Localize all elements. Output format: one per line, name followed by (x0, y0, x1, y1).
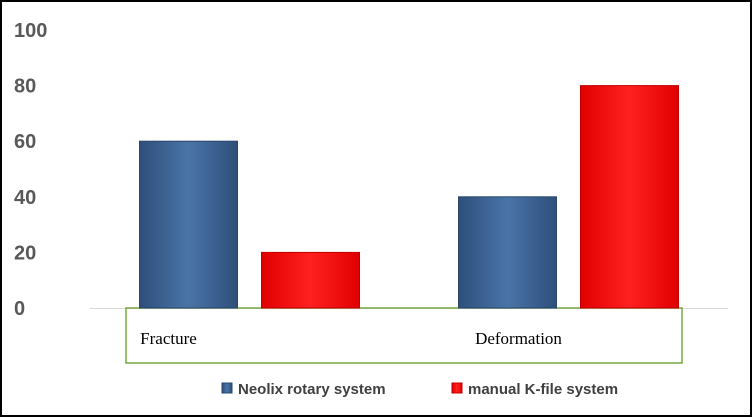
legend-label: manual K-file system (468, 381, 618, 398)
y-axis: 0 20 40 60 80 100 (14, 20, 47, 320)
category-labels: Fracture Deformation (140, 329, 562, 348)
y-tick-label: 100 (14, 20, 47, 42)
x-category-label: Deformation (475, 329, 562, 348)
legend-swatch (221, 382, 233, 394)
bar-kfile-fracture (261, 251, 360, 309)
legend-swatch (451, 382, 463, 394)
bar-kfile-deformation (580, 85, 679, 309)
legend: Neolix rotary system manual K-file system (221, 381, 618, 398)
bars (139, 85, 679, 309)
x-category-label: Fracture (140, 329, 197, 348)
category-label-box (125, 307, 683, 364)
y-tick-label: 40 (14, 187, 36, 209)
bar-neolix-deformation (458, 196, 557, 309)
y-tick-label: 0 (14, 298, 25, 320)
y-tick-label: 20 (14, 242, 36, 264)
y-tick-label: 60 (14, 131, 36, 153)
bar-neolix-fracture (139, 140, 238, 309)
legend-label: Neolix rotary system (238, 381, 386, 398)
y-tick-label: 80 (14, 76, 36, 98)
